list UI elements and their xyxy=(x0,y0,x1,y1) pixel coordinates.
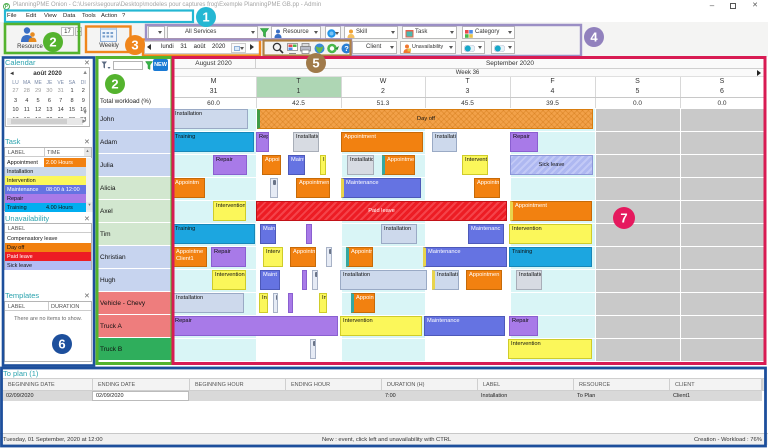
svg-text:5: 5 xyxy=(312,56,319,71)
svg-text:4: 4 xyxy=(590,30,598,45)
svg-text:7: 7 xyxy=(620,211,627,226)
svg-text:2: 2 xyxy=(111,77,118,92)
svg-text:1: 1 xyxy=(202,10,209,25)
svg-text:6: 6 xyxy=(58,337,65,352)
svg-text:2: 2 xyxy=(49,35,56,50)
svg-text:?: ? xyxy=(344,44,349,53)
svg-text:3: 3 xyxy=(131,38,138,53)
